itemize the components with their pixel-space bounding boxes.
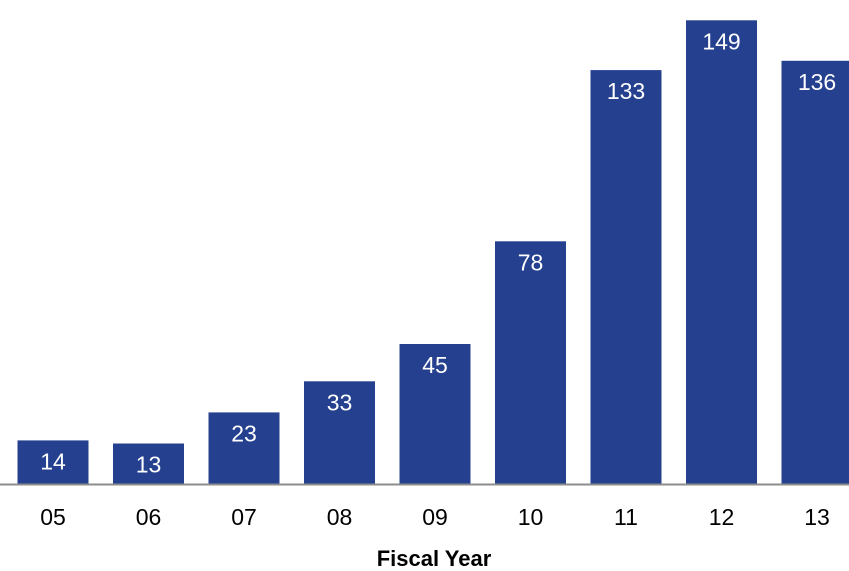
- bars-group: [17, 20, 849, 485]
- bar-value-label-10: 78: [518, 249, 544, 275]
- bar-05: [17, 440, 89, 484]
- bar-09: [399, 344, 471, 484]
- x-tick-label-08: 08: [327, 504, 353, 530]
- bar-10: [495, 241, 566, 484]
- bar-value-label-06: 13: [136, 452, 162, 478]
- x-tick-label-09: 09: [422, 504, 448, 530]
- bar-06: [113, 443, 184, 484]
- bar-07: [208, 412, 280, 484]
- bar-08: [304, 381, 375, 484]
- bar-12: [686, 20, 757, 485]
- x-tick-label-06: 06: [136, 504, 162, 530]
- x-tick-label-12: 12: [709, 504, 735, 530]
- bar-13: [781, 60, 849, 485]
- x-tick-label-11: 11: [614, 504, 638, 530]
- bar-labels-group: 14 13 23 33 45 78 133 149 136: [40, 28, 836, 477]
- bar-value-label-11: 133: [607, 78, 645, 104]
- x-tick-label-07: 07: [231, 504, 257, 530]
- bar-value-label-08: 33: [327, 389, 353, 415]
- bar-value-label-13: 136: [798, 69, 836, 95]
- bar-11: [590, 70, 662, 484]
- bar-value-label-07: 23: [231, 420, 257, 446]
- bar-value-label-12: 149: [702, 28, 740, 54]
- x-tick-label-10: 10: [518, 504, 544, 530]
- bar-value-label-09: 45: [422, 352, 448, 378]
- bar-value-label-05: 14: [40, 448, 66, 474]
- x-axis-title: Fiscal Year: [377, 546, 492, 571]
- x-tick-labels-group: 05 06 07 08 09 10 11 12 13: [40, 504, 830, 530]
- x-tick-label-05: 05: [40, 504, 66, 530]
- x-tick-label-13: 13: [804, 504, 830, 530]
